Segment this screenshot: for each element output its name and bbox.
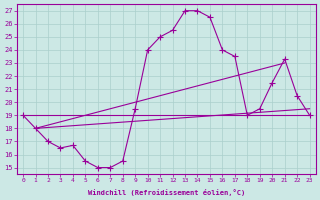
X-axis label: Windchill (Refroidissement éolien,°C): Windchill (Refroidissement éolien,°C)	[88, 189, 245, 196]
